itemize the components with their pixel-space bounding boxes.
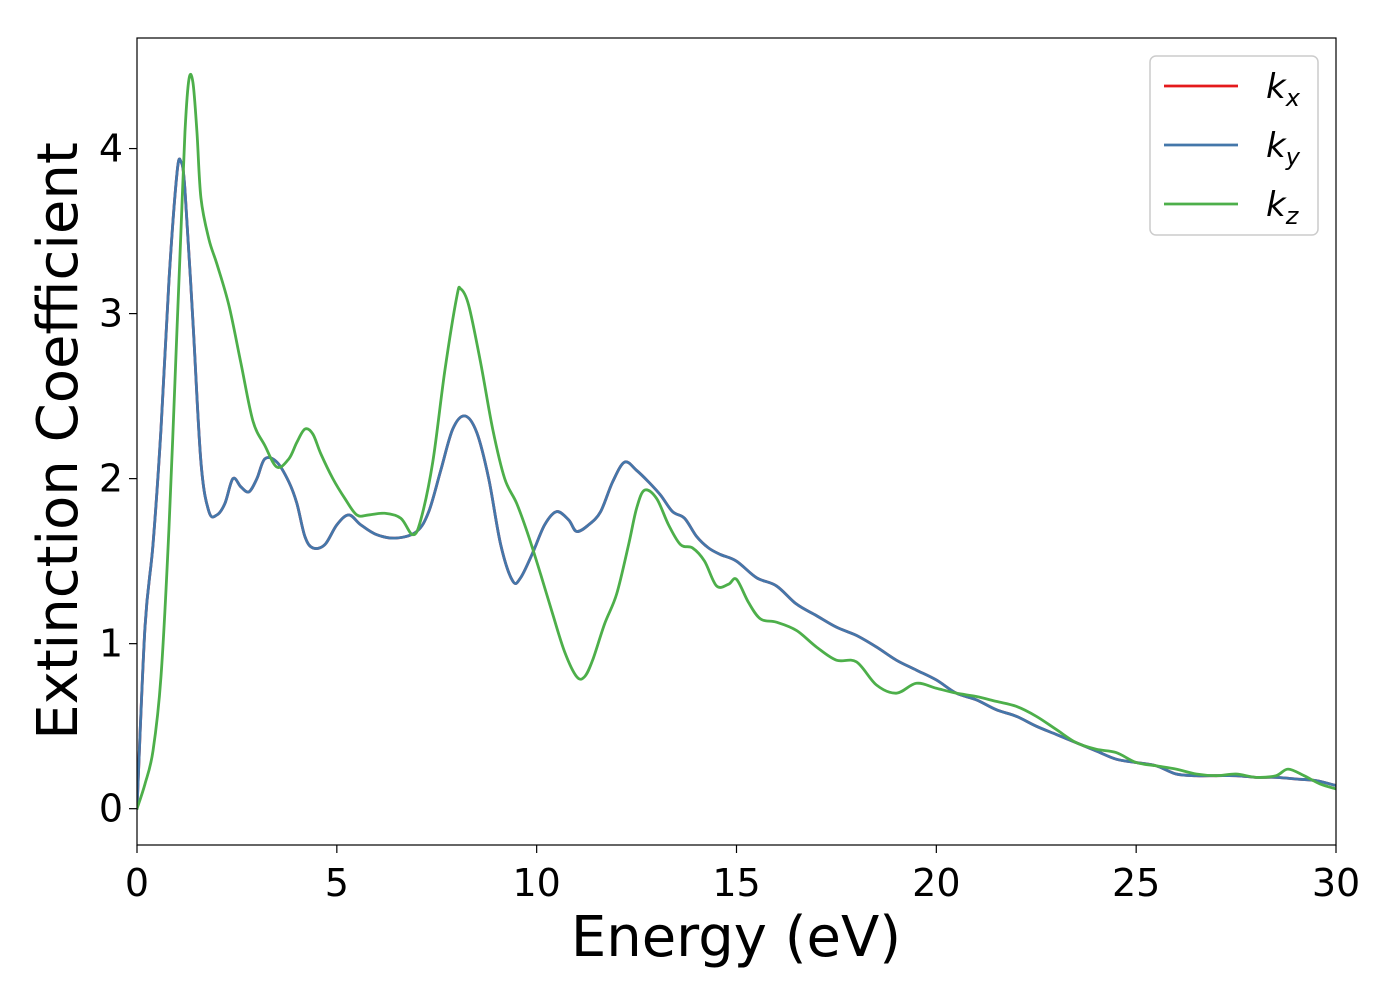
series-line-kz [137,72,1336,811]
y-axis-title: Extinction Coefficient [26,142,91,740]
legend-label-kx: kx [1266,67,1301,112]
x-tick-label: 0 [125,861,149,905]
x-tick-label: 30 [1312,861,1360,905]
y-tick-label: 2 [99,457,123,501]
y-axis: 0 1 2 3 4 [99,127,137,831]
legend-label-ky: ky [1266,126,1301,171]
y-tick-label: 3 [99,292,123,336]
x-tick-label: 15 [712,861,760,905]
x-tick-label: 5 [325,861,349,905]
x-tick-label: 10 [512,861,560,905]
y-tick-label: 1 [99,622,123,666]
x-axis-title: Energy (eV) [571,905,901,970]
x-tick-label: 25 [1112,861,1160,905]
y-tick-label: 4 [99,127,123,171]
series-layer [137,72,1336,811]
legend: kx ky kz [1149,55,1319,236]
series-line-ky [137,157,1336,811]
x-axis: 0 5 10 15 20 25 30 [125,845,1360,905]
y-tick-label: 0 [99,787,123,831]
x-tick-label: 20 [912,861,960,905]
legend-label-kz: kz [1266,185,1300,230]
